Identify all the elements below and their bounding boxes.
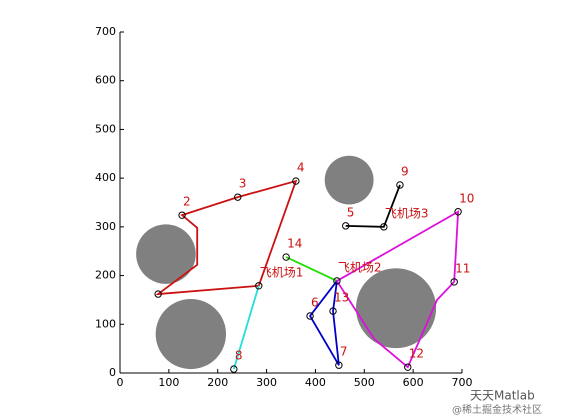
route — [308, 280, 340, 366]
node-label: 4 — [297, 161, 305, 175]
route — [155, 179, 298, 296]
node-marker — [234, 193, 242, 201]
x-tick-label: 600 — [403, 376, 424, 389]
node-marker — [329, 307, 337, 315]
watermark: 天天Matlab — [470, 389, 535, 403]
x-tick-label: 500 — [354, 376, 375, 389]
x-tick-label: 0 — [117, 376, 124, 389]
y-tick-label: 500 — [95, 122, 116, 135]
obstacle — [324, 155, 374, 205]
y-tick-label: 600 — [95, 74, 116, 87]
node-label: 3 — [239, 177, 247, 191]
route — [285, 256, 338, 282]
x-tick-label: 200 — [207, 376, 228, 389]
node-marker — [333, 277, 341, 285]
node-label: 14 — [287, 237, 302, 251]
y-tick-label: 0 — [109, 366, 116, 379]
watermark: @稀土掘金技术社区 — [452, 403, 542, 416]
node-marker — [335, 361, 343, 369]
node-label: 飞机场1 — [260, 265, 304, 279]
obstacle — [136, 224, 196, 284]
node-label: 6 — [311, 296, 319, 310]
node-label: 8 — [235, 349, 243, 363]
node-label: 飞机场3 — [385, 206, 429, 220]
y-tick-label: 300 — [95, 220, 116, 233]
node-marker — [178, 211, 186, 219]
node-marker — [282, 253, 290, 261]
node-marker — [306, 312, 314, 320]
route — [336, 210, 460, 369]
node-label: 2 — [183, 195, 191, 209]
node-marker — [396, 181, 404, 189]
x-tick-label: 300 — [256, 376, 277, 389]
node-marker — [230, 365, 238, 373]
node-label: 9 — [401, 164, 409, 178]
y-tick-label: 400 — [95, 171, 116, 184]
node-marker — [450, 278, 458, 286]
node-label: 飞机场2 — [338, 260, 382, 274]
route — [345, 184, 401, 228]
node-label: 12 — [409, 347, 424, 361]
y-tick-label: 200 — [95, 269, 116, 282]
y-tick-label: 700 — [95, 25, 116, 38]
node-label: 7 — [340, 345, 348, 359]
obstacle — [155, 298, 227, 370]
obstacle — [355, 268, 437, 349]
node-label: 5 — [347, 205, 355, 219]
node-marker — [255, 282, 263, 290]
x-tick-label: 700 — [452, 376, 473, 389]
node-label: 13 — [334, 291, 349, 305]
node-marker — [404, 363, 412, 371]
node-marker — [292, 177, 300, 185]
x-tick-label: 400 — [305, 376, 326, 389]
node-marker — [154, 290, 162, 298]
x-tick-label: 100 — [158, 376, 179, 389]
node-marker — [454, 208, 462, 216]
node-label: 10 — [459, 191, 474, 205]
node-marker — [342, 222, 350, 230]
y-tick-label: 100 — [95, 317, 116, 330]
route — [232, 285, 260, 370]
node-marker — [380, 223, 388, 231]
node-label: 11 — [455, 261, 470, 275]
